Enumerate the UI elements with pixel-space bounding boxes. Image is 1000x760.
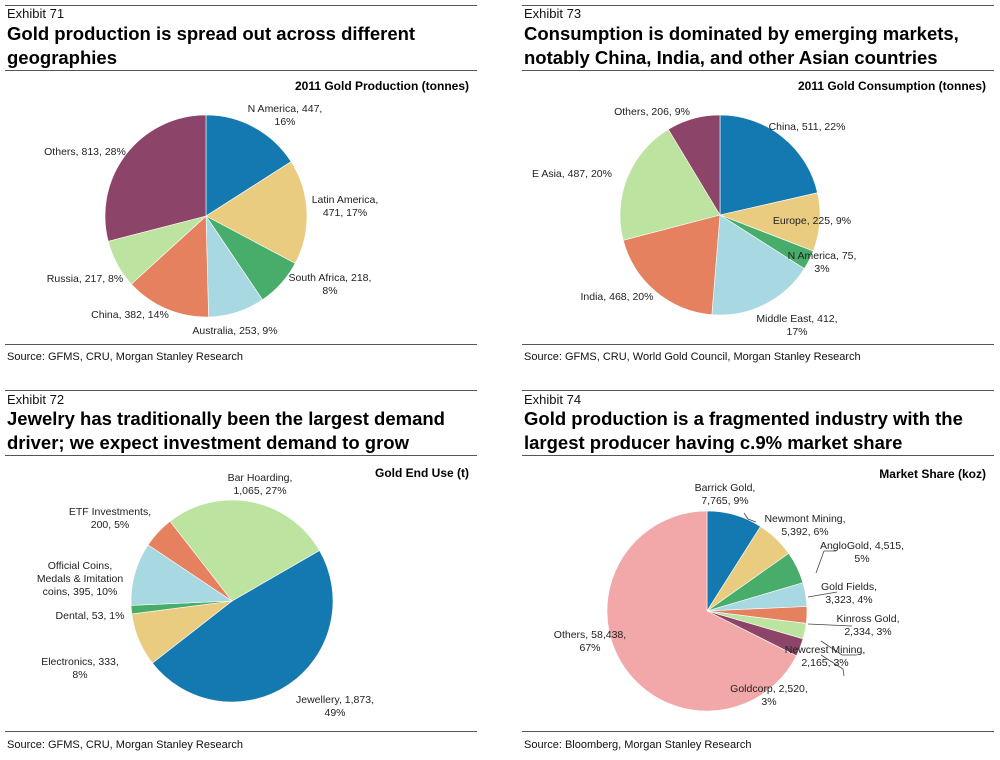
data-label-goldcorp: Goldcorp, 2,520, 3% bbox=[730, 683, 808, 708]
leader-line bbox=[807, 623, 853, 627]
pie-slice-others bbox=[606, 510, 797, 712]
chart-subtitle: 2011 Gold Consumption (tonnes) bbox=[797, 79, 986, 93]
data-label-china: China, 511, 22% bbox=[769, 121, 846, 133]
data-label-e-asia: E Asia, 487, 20% bbox=[532, 168, 612, 180]
chart-subtitle: 2011 Gold Production (tonnes) bbox=[294, 79, 469, 93]
data-label-jewellery: Jewellery, 1,873, 49% bbox=[296, 694, 374, 719]
source-note: Source: GFMS, CRU, Morgan Stanley Resear… bbox=[7, 351, 243, 363]
source-note: Source: GFMS, CRU, Morgan Stanley Resear… bbox=[7, 739, 243, 751]
data-label-europe: Europe, 225, 9% bbox=[773, 215, 851, 227]
pie-slice-china bbox=[719, 114, 818, 216]
data-label-bar-hoarding: Bar Hoarding, 1,065, 27% bbox=[228, 472, 293, 497]
pie-slice-n-america bbox=[205, 114, 292, 217]
top-rule bbox=[5, 390, 477, 391]
chart-title: Jewelry has traditionally been the large… bbox=[7, 408, 445, 453]
leader-line bbox=[820, 640, 857, 656]
data-label-anglogold: AngloGold, 4,515, 5% bbox=[820, 540, 904, 565]
data-label-official-coins-medals-imitation-coins: Official Coins, Medals & Imitation coins, … bbox=[37, 560, 124, 598]
bottom-rule bbox=[522, 344, 994, 345]
leader-line bbox=[820, 654, 845, 677]
leader-line bbox=[743, 512, 757, 523]
pie-chart-production: N America, 447, 16% Latin America, 471, 17%… bbox=[44, 103, 379, 337]
exhibit-label: Exhibit 71 bbox=[7, 6, 65, 21]
bottom-rule bbox=[5, 344, 477, 345]
pie-chart-consumption: China, 511, 22% Europe, 225, 9% N America,… bbox=[532, 106, 857, 338]
exhibit-74-panel: Exhibit 74 Gold production is a fragment… bbox=[522, 385, 994, 760]
data-label-barrick-gold: Barrick Gold, 7,765, 9% bbox=[695, 482, 756, 507]
top-rule bbox=[522, 5, 994, 6]
exhibit-label: Exhibit 73 bbox=[524, 6, 582, 21]
data-label-india: India, 468, 20% bbox=[581, 291, 654, 303]
pie-slice-jewellery bbox=[151, 550, 334, 703]
pie-slice-middle-east bbox=[711, 214, 805, 316]
top-rule bbox=[5, 5, 477, 6]
top-rule bbox=[522, 390, 994, 391]
data-label-others: Others, 206, 9% bbox=[614, 106, 690, 118]
title-rule bbox=[5, 455, 477, 456]
data-label-newmont-mining: Newmont Mining, 5,392, 6% bbox=[764, 513, 845, 538]
source-note: Source: GFMS, CRU, World Gold Council, M… bbox=[524, 351, 861, 363]
data-label-others: Others, 813, 28% bbox=[44, 146, 126, 158]
exhibit-label: Exhibit 72 bbox=[7, 392, 65, 407]
data-label-dental: Dental, 53, 1% bbox=[56, 610, 125, 622]
chart-subtitle: Gold End Use (t) bbox=[375, 466, 469, 480]
chart-title: Consumption is dominated by emerging mar… bbox=[524, 23, 959, 68]
title-rule bbox=[522, 70, 994, 71]
pie-slice-india bbox=[622, 214, 721, 315]
data-label-latin-america: Latin America, 471, 17% bbox=[312, 194, 379, 219]
exhibit-72-panel: Exhibit 72 Jewelry has traditionally bee… bbox=[5, 385, 477, 760]
bottom-rule bbox=[5, 731, 477, 732]
data-label-russia: Russia, 217, 8% bbox=[47, 273, 123, 285]
data-label-others: Others, 58,438, 67% bbox=[554, 629, 626, 654]
data-label-kinross-gold: Kinross Gold, 2,334, 3% bbox=[836, 613, 899, 638]
chart-title: Gold production is a fragmented industry… bbox=[524, 408, 963, 453]
pie-slice-e-asia bbox=[619, 128, 721, 241]
data-label-n-america: N America, 75, 3% bbox=[788, 250, 857, 275]
bottom-rule bbox=[522, 731, 994, 732]
pie-slice-others bbox=[104, 114, 207, 242]
pie-chart-end-use: Jewellery, 1,873, 49% Electronics, 333, 8% D… bbox=[37, 472, 374, 719]
data-label-south-africa: South Africa, 218, 8% bbox=[289, 272, 372, 297]
exhibit-label: Exhibit 74 bbox=[524, 392, 582, 407]
leader-line bbox=[815, 550, 836, 574]
exhibit-71-panel: Exhibit 71 Gold production is spread out… bbox=[5, 0, 477, 370]
pie-slice-bar-hoarding bbox=[169, 499, 320, 602]
leader-line bbox=[807, 591, 838, 598]
data-label-etf-investments: ETF Investments, 200, 5% bbox=[69, 506, 151, 531]
data-label-china: China, 382, 14% bbox=[91, 309, 169, 321]
pie-slice-latin-america bbox=[205, 161, 308, 264]
pie-slice-others bbox=[667, 114, 721, 217]
data-label-australia: Australia, 253, 9% bbox=[192, 325, 277, 337]
data-label-middle-east: Middle East, 412, 17% bbox=[756, 313, 837, 338]
title-rule bbox=[522, 455, 994, 456]
pie-slice-china bbox=[130, 215, 209, 318]
chart-title: Gold production is spread out across dif… bbox=[7, 23, 416, 68]
data-label-newcrest-mining: Newcrest Mining, 2,165, 3% bbox=[785, 644, 866, 669]
data-label-gold-fields: Gold Fields, 3,323, 4% bbox=[821, 581, 877, 606]
title-rule bbox=[5, 70, 477, 71]
pie-chart-market-share: Barrick Gold, 7,765, 9% Newmont Mining, 5,3… bbox=[554, 482, 904, 712]
data-label-n-america: N America, 447, 16% bbox=[248, 103, 323, 128]
chart-subtitle: Market Share (koz) bbox=[879, 467, 986, 481]
exhibit-73-panel: Exhibit 73 Consumption is dominated by e… bbox=[522, 0, 994, 370]
data-label-electronics: Electronics, 333, 8% bbox=[41, 656, 119, 681]
source-note: Source: Bloomberg, Morgan Stanley Resear… bbox=[524, 739, 752, 751]
